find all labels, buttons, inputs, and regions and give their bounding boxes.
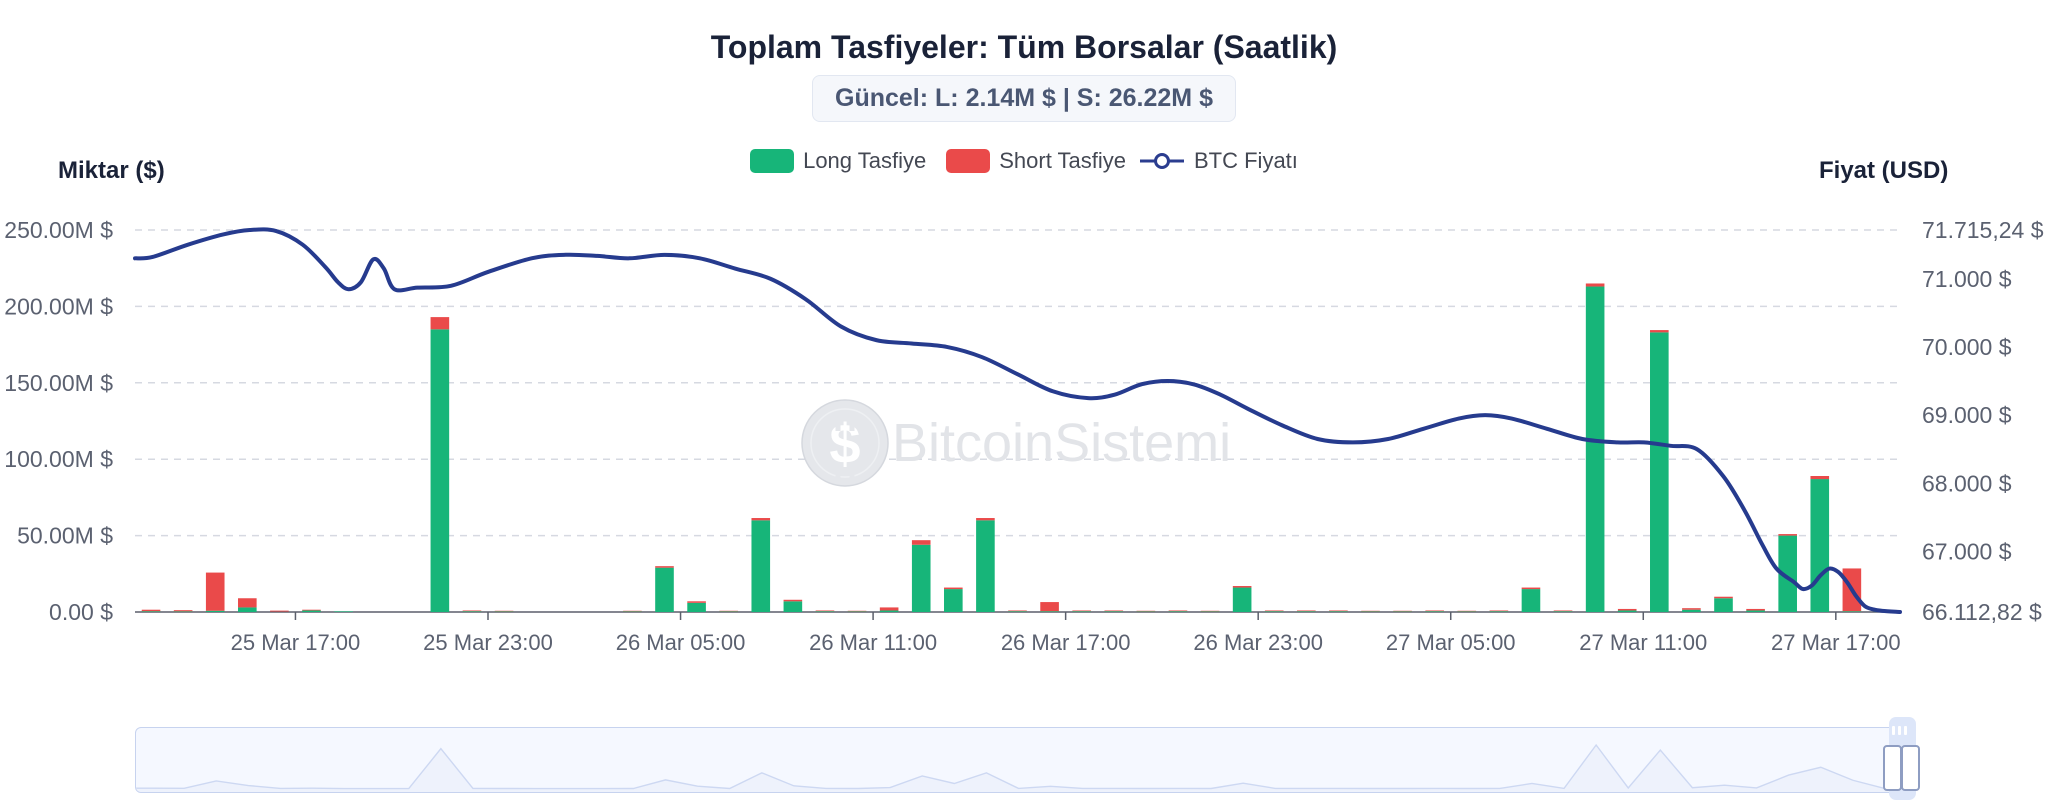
svg-text:250.00M $: 250.00M $ (4, 217, 113, 243)
svg-text:100.00M $: 100.00M $ (4, 446, 113, 472)
svg-text:66.112,82 $: 66.112,82 $ (1922, 599, 2042, 625)
svg-text:26 Mar 11:00: 26 Mar 11:00 (809, 630, 937, 655)
svg-text:69.000 $: 69.000 $ (1922, 402, 2012, 428)
svg-text:27 Mar 17:00: 27 Mar 17:00 (1771, 630, 1901, 655)
svg-text:150.00M $: 150.00M $ (4, 370, 113, 396)
svg-text:67.000 $: 67.000 $ (1922, 539, 2012, 565)
svg-text:26 Mar 17:00: 26 Mar 17:00 (1001, 630, 1131, 655)
svg-text:50.00M $: 50.00M $ (17, 523, 113, 549)
svg-text:68.000 $: 68.000 $ (1922, 470, 2012, 496)
svg-text:25 Mar 23:00: 25 Mar 23:00 (423, 630, 553, 655)
svg-text:27 Mar 11:00: 27 Mar 11:00 (1579, 630, 1707, 655)
svg-text:0.00 $: 0.00 $ (49, 599, 113, 625)
svg-text:71.000 $: 71.000 $ (1922, 266, 2012, 292)
svg-text:200.00M $: 200.00M $ (4, 293, 113, 319)
svg-text:25 Mar 17:00: 25 Mar 17:00 (231, 630, 361, 655)
svg-text:26 Mar 23:00: 26 Mar 23:00 (1193, 630, 1323, 655)
svg-text:71.715,24 $: 71.715,24 $ (1922, 217, 2044, 243)
svg-text:26 Mar 05:00: 26 Mar 05:00 (616, 630, 746, 655)
svg-text:27 Mar 05:00: 27 Mar 05:00 (1386, 630, 1516, 655)
svg-text:70.000 $: 70.000 $ (1922, 334, 2012, 360)
